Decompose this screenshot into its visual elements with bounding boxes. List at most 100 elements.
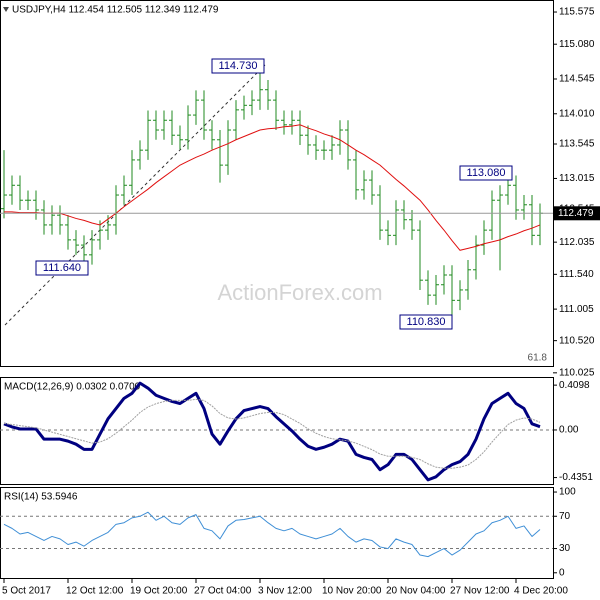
x-tick-label: 19 Oct 20:00 <box>130 586 188 597</box>
y-tick-label: 110.025 <box>559 367 595 378</box>
x-tick-label: 4 Dec 20:00 <box>514 586 568 597</box>
ohlc-bar <box>329 135 335 160</box>
ohlc-bar <box>385 220 391 246</box>
ohlc-bar <box>489 190 495 240</box>
ohlc-bar <box>297 110 303 145</box>
ohlc-bar <box>465 260 471 300</box>
ohlc-bar <box>257 66 263 110</box>
last-price-label: 112.479 <box>558 208 594 219</box>
ohlc-bar <box>25 190 31 210</box>
ohlc-bar <box>497 185 503 271</box>
ohlc-bar <box>201 90 207 140</box>
ohlc-bar <box>305 125 311 155</box>
symbol-icon <box>3 7 9 12</box>
series-line <box>3 381 541 482</box>
annotation-box <box>399 314 453 330</box>
ohlc-bar <box>265 79 271 110</box>
moving-average <box>4 124 541 251</box>
ohlc-bar <box>137 140 143 170</box>
ohlc-bar <box>273 90 279 131</box>
y-tick-label: 0.4098 <box>559 380 590 391</box>
ohlc-bar <box>169 110 175 145</box>
ohlc-bar <box>89 230 95 265</box>
y-tick-label: 0 <box>559 567 565 578</box>
series-line <box>3 511 541 558</box>
ohlc-bar <box>65 215 71 250</box>
ohlc-bar <box>57 205 63 235</box>
ohlc-bar <box>185 105 191 150</box>
ohlc-bar <box>513 175 519 220</box>
ohlc-bar <box>193 90 199 125</box>
ohlc-bar <box>449 265 455 321</box>
ohlc-bar <box>529 195 535 246</box>
ohlc-bar <box>361 170 367 200</box>
ohlc-bar <box>129 150 135 196</box>
ohlc-bar <box>321 140 327 160</box>
y-tick-label: 113.545 <box>559 139 595 150</box>
x-tick-label: 27 Oct 04:00 <box>194 586 252 597</box>
x-tick-label: 20 Nov 04:00 <box>386 586 446 597</box>
y-tick-label: 115.080 <box>559 39 595 50</box>
macd-title: MACD(12,26,9) 0.0302 0.0700 <box>4 382 141 393</box>
ohlc-bar <box>369 170 375 205</box>
y-tick-label: 114.010 <box>559 108 595 119</box>
ohlc-bar <box>113 185 119 235</box>
y-tick-label: -0.4351 <box>559 472 593 483</box>
ohlc-bar <box>425 270 431 305</box>
annotation-box <box>211 58 265 74</box>
watermark: ActionForex.com <box>217 280 382 305</box>
y-tick-label: 30 <box>559 543 571 554</box>
ohlc-bar <box>353 150 359 200</box>
ohlc-bar <box>17 175 23 210</box>
ohlc-bar <box>73 230 79 255</box>
y-tick-label: 110.520 <box>559 335 595 346</box>
last-price-box <box>554 206 600 221</box>
ohlc-bar <box>377 185 383 240</box>
ohlc-bar <box>41 200 47 235</box>
ohlc-bar <box>409 209 415 240</box>
annotation: 110.830 <box>407 316 446 328</box>
x-tick-label: 12 Oct 12:00 <box>66 586 124 597</box>
y-tick-label: 114.545 <box>559 74 595 85</box>
ohlc-bar <box>209 120 215 150</box>
ohlc-bar <box>153 110 159 140</box>
ohlc-bar <box>241 95 247 120</box>
ohlc-bar <box>217 130 223 183</box>
y-tick-label: 113.015 <box>559 173 595 184</box>
x-tick-label: 10 Nov 20:00 <box>322 586 382 597</box>
level-label: 61.8 <box>528 353 548 364</box>
ohlc-bar <box>33 190 39 220</box>
chart-title: USDJPY,H4 112.454 112.505 112.349 112.47… <box>12 5 219 16</box>
rsi-title: RSI(14) 53.5946 <box>4 492 78 503</box>
ohlc-bar <box>433 274 439 305</box>
ohlc-bar <box>313 135 319 160</box>
ohlc-bar <box>145 110 151 160</box>
y-tick-label: 111.540 <box>559 269 594 280</box>
annotation-box <box>35 260 89 276</box>
ohlc-bar <box>337 120 343 155</box>
trend-line <box>4 64 266 326</box>
annotation: 111.640 <box>43 262 81 274</box>
ohlc-bar <box>9 175 15 205</box>
ohlc-bar <box>417 220 423 290</box>
ohlc-bar <box>121 175 127 205</box>
ohlc-bar <box>457 280 463 311</box>
y-tick-label: 111.005 <box>559 304 594 315</box>
ohlc-bar <box>233 100 239 140</box>
ohlc-bar <box>225 120 231 175</box>
annotation: 114.730 <box>219 60 258 72</box>
ohlc-bar <box>289 110 295 135</box>
y-tick-label: 115.575 <box>559 7 595 18</box>
ohlc-bar <box>281 110 287 135</box>
ohlc-bar <box>1 150 7 219</box>
ohlc-bar <box>249 90 255 116</box>
annotation: 113.080 <box>467 167 506 179</box>
x-tick-label: 3 Nov 12:00 <box>258 586 312 597</box>
x-tick-label: 27 Nov 12:00 <box>450 586 510 597</box>
ohlc-bar <box>177 125 183 150</box>
y-tick-label: 70 <box>559 511 571 522</box>
y-tick-label: 112.035 <box>559 237 595 248</box>
x-tick-label: 5 Oct 2017 <box>2 586 51 597</box>
ohlc-bar <box>441 265 447 295</box>
